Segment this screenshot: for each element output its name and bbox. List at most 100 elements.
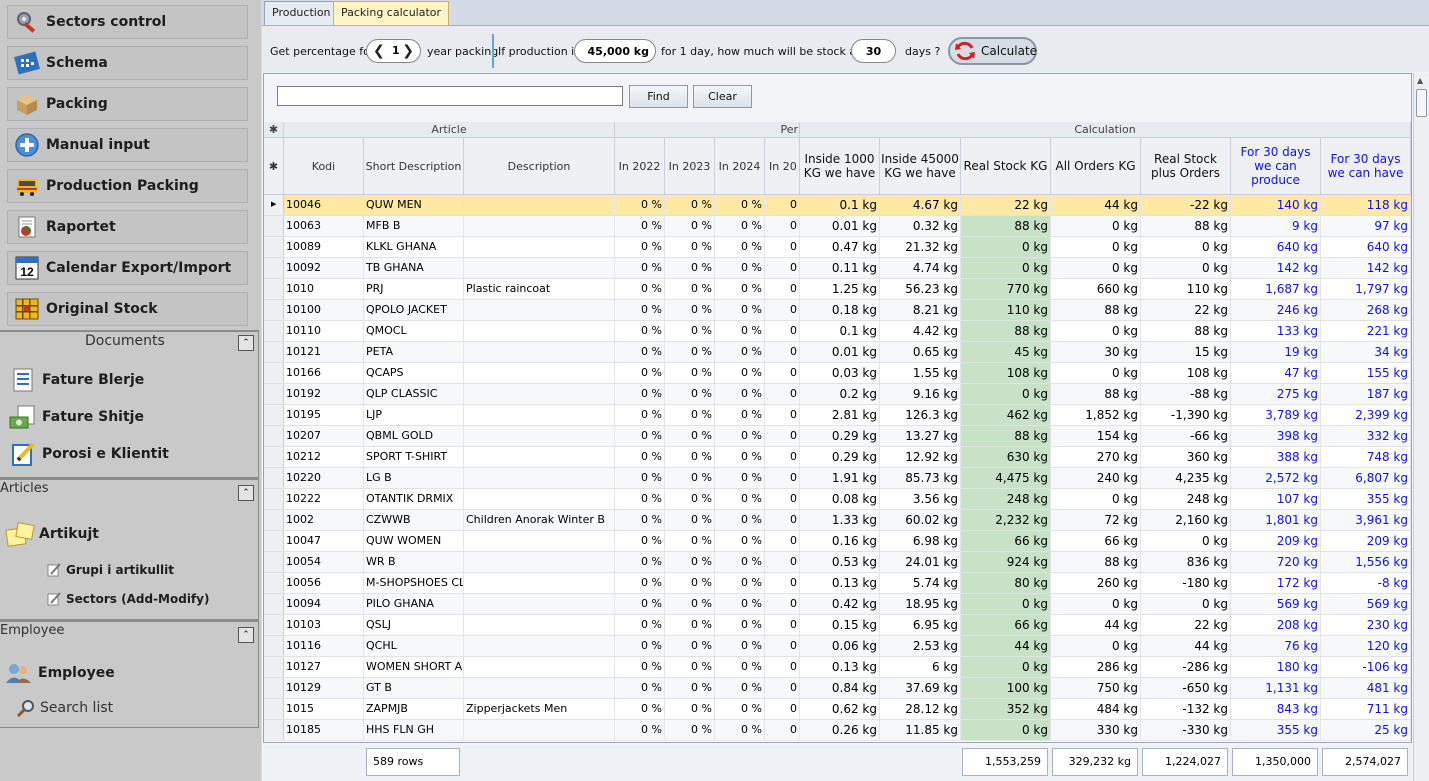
employee-collapse-button[interactable]: ⌃ [238,627,254,643]
table-row[interactable]: 10121 PETA 0 % 0 % 0 % 0 0.01 kg 0.65 kg 45 kg 30… [264,342,1411,363]
table-row[interactable]: 10092 TB GHANA 0 % 0 % 0 % 0 0.11 kg 4.74 kg 0 k… [264,258,1411,279]
scroll-thumb[interactable] [1416,89,1427,117]
nav-packing[interactable]: Packing [7,87,248,121]
table-row[interactable]: 10094 PILO GHANA 0 % 0 % 0 % 0 0.42 kg 18.95 kg… [264,594,1411,615]
table-row[interactable]: 10103 QSLJ 0 % 0 % 0 % 0 0.15 kg 6.95 kg 66 kg 44… [264,615,1411,636]
clear-button[interactable]: Clear [693,85,752,108]
articles-grupi[interactable]: Grupi i artikullit [46,562,174,578]
articles-artikujt[interactable]: Artikujt [5,520,99,548]
table-row[interactable]: 10110 QMOCL 0 % 0 % 0 % 0 0.1 kg 4.42 kg 88 kg 0 … [264,321,1411,342]
table-row[interactable]: 10166 QCAPS 0 % 0 % 0 % 0 0.03 kg 1.55 kg 108 kg… [264,363,1411,384]
scroll-up-icon[interactable]: ▲ [1417,76,1424,85]
col-can-have[interactable]: For 30 days we can have [1321,138,1411,195]
col-can-produce[interactable]: For 30 days we can produce [1231,138,1321,195]
row-indicator[interactable] [264,321,284,341]
nav-original-stock[interactable]: Original Stock [7,292,248,326]
articles-sectors-add-modify[interactable]: Sectors (Add-Modify) [46,591,209,607]
table-row[interactable]: 10100 QPOLO JACKET 0 % 0 % 0 % 0 0.18 kg 8.21 k… [264,300,1411,321]
chevron-right-icon[interactable]: ❯ [402,43,414,59]
col-description[interactable]: Description [464,138,615,195]
row-indicator[interactable] [264,468,284,488]
col-inside-1000[interactable]: Inside 1000 KG we have [800,138,880,195]
row-indicator[interactable] [264,237,284,257]
row-indicator[interactable] [264,552,284,572]
col-in-20[interactable]: In 20 [765,138,800,195]
table-row[interactable]: 10185 HHS FLN GH 0 % 0 % 0 % 0 0.26 kg 11.85 kg… [264,720,1411,741]
row-indicator[interactable] [264,426,284,446]
col-in-2023[interactable]: In 2023 [665,138,715,195]
row-indicator[interactable] [264,573,284,593]
col-all-orders[interactable]: All Orders KG [1051,138,1141,195]
production-input[interactable]: 45,000 kg [574,39,656,63]
nav-raportet[interactable]: Raportet [7,210,248,244]
row-indicator[interactable] [264,489,284,509]
employee-search-list[interactable]: Search list [16,694,113,722]
documents-collapse-button[interactable]: ⌃ [238,335,254,351]
row-indicator[interactable] [264,615,284,635]
table-row[interactable]: 1015 ZAPMJB Zipperjackets Men 0 % 0 % 0 % 0 0.6… [264,699,1411,720]
row-indicator[interactable] [264,720,284,740]
chevron-left-icon[interactable]: ❮ [373,43,385,59]
table-row[interactable]: 1010 PRJ Plastic raincoat 0 % 0 % 0 % 0 1.25 kg… [264,279,1411,300]
calculate-button[interactable]: Calculate [948,37,1037,65]
table-row[interactable]: 10195 LJP 0 % 0 % 0 % 0 2.81 kg 126.3 kg 462 kg 1… [264,405,1411,426]
doc-fature-blerje[interactable]: Fature Blerje [8,366,144,394]
nav-manual-input[interactable]: Manual input [7,128,248,162]
col-inside-45000[interactable]: Inside 45000 KG we have [880,138,961,195]
row-indicator[interactable] [264,405,284,425]
col-real-stock-plus-orders[interactable]: Real Stock plus Orders [1141,138,1231,195]
table-row[interactable]: ▶ 10046 QUW MEN 0 % 0 % 0 % 0 0.1 kg 4.67 kg 22 k… [264,195,1411,216]
row-indicator[interactable] [264,342,284,362]
row-indicator[interactable] [264,699,284,719]
articles-collapse-button[interactable]: ⌃ [238,485,254,501]
table-row[interactable]: 10207 QBML GOLD 0 % 0 % 0 % 0 0.29 kg 13.27 kg 8… [264,426,1411,447]
days-input[interactable]: 30 [851,39,896,63]
row-indicator[interactable] [264,678,284,698]
cell-can-have: -106 kg [1321,657,1411,677]
search-input[interactable] [277,86,623,106]
employee-main[interactable]: Employee [4,659,115,687]
nav-production-packing[interactable]: Production Packing [7,169,248,203]
row-indicator[interactable] [264,279,284,299]
row-indicator[interactable] [264,363,284,383]
col-short-description[interactable]: Short Description [364,138,464,195]
table-row[interactable]: 10222 OTANTIK DRMIX 0 % 0 % 0 % 0 0.08 kg 3.56 … [264,489,1411,510]
row-indicator[interactable] [264,447,284,467]
row-indicator[interactable] [264,300,284,320]
vertical-scrollbar[interactable]: ▲ ▼ [1413,73,1429,781]
col-kodi[interactable]: Kodi [284,138,364,195]
find-button[interactable]: Find [629,85,688,108]
table-row[interactable]: 10192 QLP CLASSIC 0 % 0 % 0 % 0 0.2 kg 9.16 kg 0… [264,384,1411,405]
row-indicator[interactable] [264,384,284,404]
row-indicator[interactable] [264,657,284,677]
table-row[interactable]: 10116 QCHL 0 % 0 % 0 % 0 0.06 kg 2.53 kg 44 kg 0 … [264,636,1411,657]
nav-calendar-export-import[interactable]: 12 Calendar Export/Import [7,251,248,285]
row-indicator[interactable] [264,594,284,614]
col-real-stock[interactable]: Real Stock KG [961,138,1051,195]
row-indicator[interactable] [264,216,284,236]
tab-production[interactable]: Production [264,1,339,25]
col-in-2022[interactable]: In 2022 [615,138,665,195]
doc-porosi-e-klientit[interactable]: Porosi e Klientit [8,440,169,468]
table-row[interactable]: 10089 KLKL GHANA 0 % 0 % 0 % 0 0.47 kg 21.32 kg… [264,237,1411,258]
row-indicator[interactable] [264,531,284,551]
table-row[interactable]: 10212 SPORT T-SHIRT 0 % 0 % 0 % 0 0.29 kg 12.92… [264,447,1411,468]
tab-packing-calculator[interactable]: Packing calculator [333,1,450,26]
col-in-2024[interactable]: In 2024 [715,138,765,195]
row-indicator[interactable] [264,636,284,656]
nav-sectors-control[interactable]: Sectors control [7,5,248,39]
year-spinner[interactable]: ❮ 1 ❯ [366,39,421,63]
row-indicator[interactable] [264,258,284,278]
nav-schema[interactable]: Schema [7,46,248,80]
table-row[interactable]: 10047 QUW WOMEN 0 % 0 % 0 % 0 0.16 kg 6.98 kg 66… [264,531,1411,552]
row-indicator[interactable] [264,510,284,530]
doc-fature-shitje[interactable]: Fature Shitje [8,403,144,431]
row-indicator[interactable]: ▶ [264,195,284,215]
